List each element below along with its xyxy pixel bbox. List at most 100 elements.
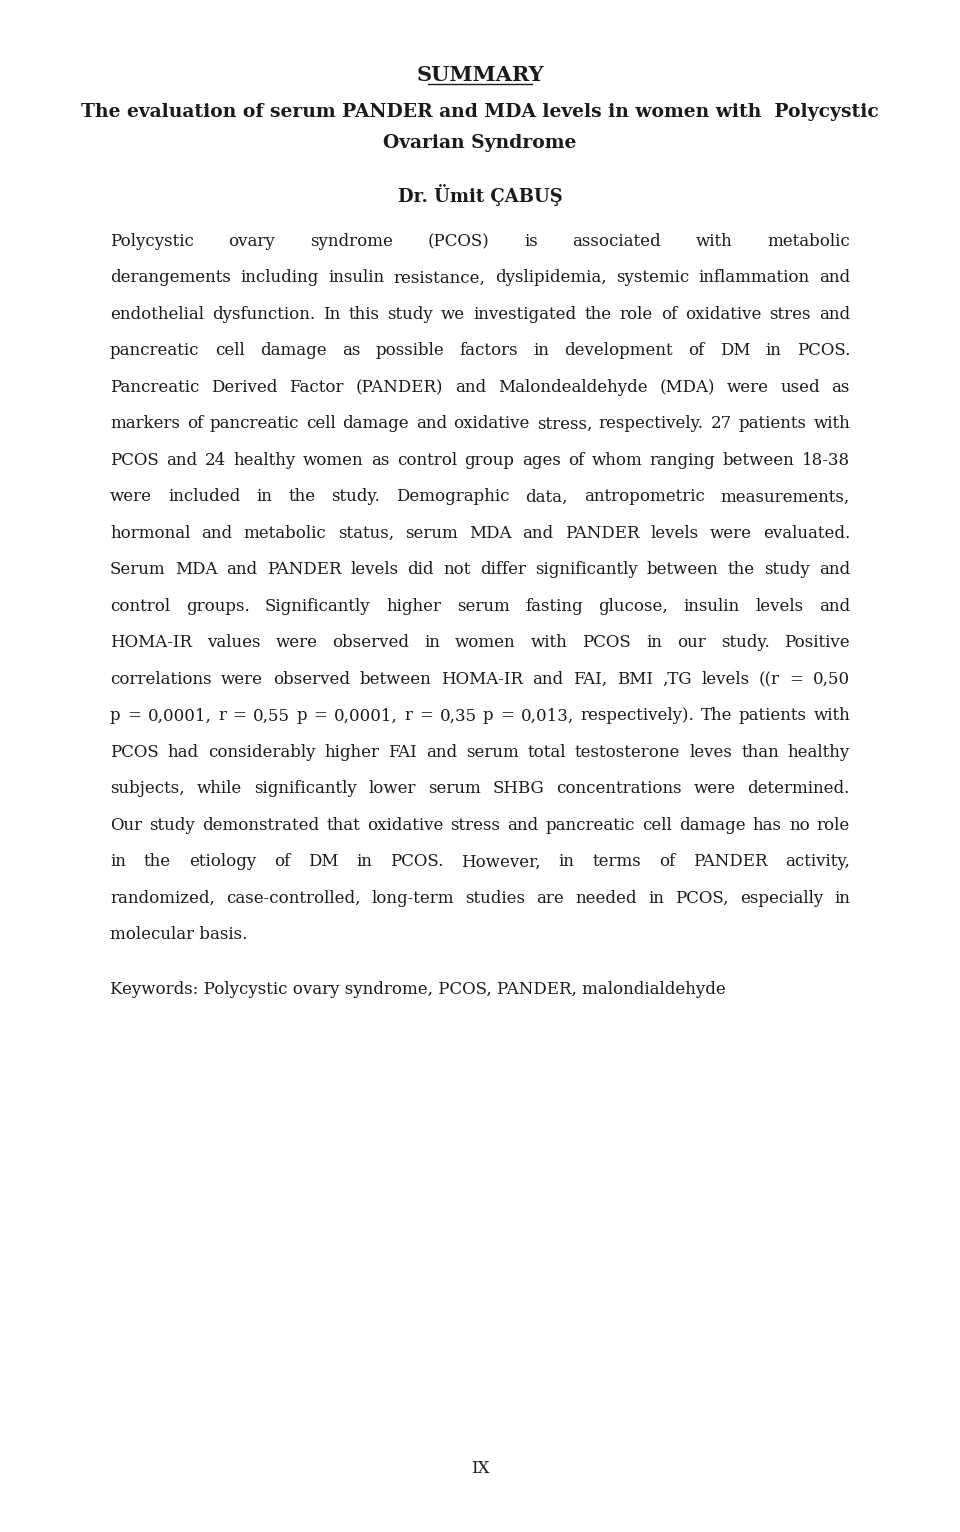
Text: insulin: insulin	[684, 597, 739, 614]
Text: Serum: Serum	[110, 561, 166, 579]
Text: ranging: ranging	[650, 452, 715, 469]
Text: in: in	[424, 634, 441, 651]
Text: SHBG: SHBG	[492, 780, 544, 797]
Text: in: in	[834, 890, 850, 907]
Text: dysfunction.: dysfunction.	[212, 306, 315, 323]
Text: Keywords: Polycystic ovary syndrome, PCOS, PANDER, malondialdehyde: Keywords: Polycystic ovary syndrome, PCO…	[110, 980, 726, 999]
Text: 0,50: 0,50	[813, 671, 850, 688]
Text: associated: associated	[572, 233, 661, 250]
Text: serum: serum	[457, 597, 510, 614]
Text: Our: Our	[110, 817, 142, 833]
Text: data,: data,	[525, 489, 568, 506]
Text: (PCOS): (PCOS)	[427, 233, 490, 250]
Text: randomized,: randomized,	[110, 890, 215, 907]
Text: subjects,: subjects,	[110, 780, 184, 797]
Text: The: The	[701, 708, 732, 725]
Text: PANDER: PANDER	[267, 561, 341, 579]
Text: whom: whom	[591, 452, 642, 469]
Text: control: control	[396, 452, 457, 469]
Text: in: in	[110, 853, 126, 870]
Text: with: with	[813, 708, 850, 725]
Text: Malondealdehyde: Malondealdehyde	[498, 378, 647, 395]
Text: Significantly: Significantly	[265, 597, 371, 614]
Text: and: and	[819, 561, 850, 579]
Text: 18-38: 18-38	[802, 452, 850, 469]
Text: terms: terms	[592, 853, 641, 870]
Text: PANDER: PANDER	[693, 853, 767, 870]
Text: total: total	[528, 745, 566, 761]
Text: our: our	[677, 634, 706, 651]
Text: needed: needed	[575, 890, 636, 907]
Text: group: group	[465, 452, 515, 469]
Text: were: were	[221, 671, 263, 688]
Text: long-term: long-term	[372, 890, 454, 907]
Text: study.: study.	[331, 489, 380, 506]
Text: Positive: Positive	[784, 634, 850, 651]
Text: 0,0001,: 0,0001,	[334, 708, 397, 725]
Text: activity,: activity,	[785, 853, 850, 870]
Text: in: in	[648, 890, 664, 907]
Text: of: of	[688, 342, 705, 360]
Text: endothelial: endothelial	[110, 306, 204, 323]
Text: serum: serum	[405, 525, 458, 542]
Text: levels: levels	[701, 671, 750, 688]
Text: PCOS: PCOS	[110, 745, 158, 761]
Text: =: =	[127, 708, 141, 725]
Text: the: the	[728, 561, 755, 579]
Text: in: in	[533, 342, 549, 360]
Text: =: =	[500, 708, 514, 725]
Text: and: and	[819, 597, 850, 614]
Text: Polycystic: Polycystic	[110, 233, 194, 250]
Text: stres: stres	[769, 306, 811, 323]
Text: and: and	[166, 452, 197, 469]
Text: in: in	[256, 489, 272, 506]
Text: are: are	[537, 890, 564, 907]
Text: study: study	[388, 306, 433, 323]
Text: significantly: significantly	[535, 561, 637, 579]
Text: evaluated.: evaluated.	[763, 525, 850, 542]
Text: in: in	[356, 853, 372, 870]
Text: and: and	[455, 378, 486, 395]
Text: ovary: ovary	[228, 233, 276, 250]
Text: hormonal: hormonal	[110, 525, 190, 542]
Text: in: in	[646, 634, 662, 651]
Text: investigated: investigated	[473, 306, 576, 323]
Text: testosterone: testosterone	[575, 745, 681, 761]
Text: serum: serum	[428, 780, 481, 797]
Text: studies: studies	[466, 890, 525, 907]
Text: The evaluation of serum PANDER and MDA levels in women with  Polycystic: The evaluation of serum PANDER and MDA l…	[82, 103, 878, 121]
Text: higher: higher	[324, 745, 379, 761]
Text: PCOS: PCOS	[110, 452, 158, 469]
Text: that: that	[326, 817, 360, 833]
Text: 0,0001,: 0,0001,	[148, 708, 211, 725]
Text: used: used	[780, 378, 820, 395]
Text: ((r: ((r	[758, 671, 780, 688]
Text: (MDA): (MDA)	[660, 378, 714, 395]
Text: pancreatic: pancreatic	[110, 342, 200, 360]
Text: =: =	[314, 708, 327, 725]
Text: were: were	[110, 489, 152, 506]
Text: were: were	[694, 780, 735, 797]
Text: PCOS: PCOS	[583, 634, 631, 651]
Text: status,: status,	[338, 525, 394, 542]
Text: derangements: derangements	[110, 270, 230, 286]
Text: damage: damage	[260, 342, 326, 360]
Text: lower: lower	[369, 780, 416, 797]
Text: glucose,: glucose,	[598, 597, 668, 614]
Text: molecular basis.: molecular basis.	[110, 927, 248, 944]
Text: cell: cell	[642, 817, 672, 833]
Text: measurements,: measurements,	[721, 489, 850, 506]
Text: levels: levels	[756, 597, 804, 614]
Text: role: role	[619, 306, 653, 323]
Text: factors: factors	[459, 342, 518, 360]
Text: ages: ages	[521, 452, 561, 469]
Text: SUMMARY: SUMMARY	[417, 64, 543, 84]
Text: PCOS.: PCOS.	[390, 853, 444, 870]
Text: women: women	[303, 452, 364, 469]
Text: between: between	[723, 452, 795, 469]
Text: between: between	[359, 671, 431, 688]
Text: study.: study.	[721, 634, 769, 651]
Text: with: with	[696, 233, 732, 250]
Text: damage: damage	[679, 817, 746, 833]
Text: demonstrated: demonstrated	[202, 817, 319, 833]
